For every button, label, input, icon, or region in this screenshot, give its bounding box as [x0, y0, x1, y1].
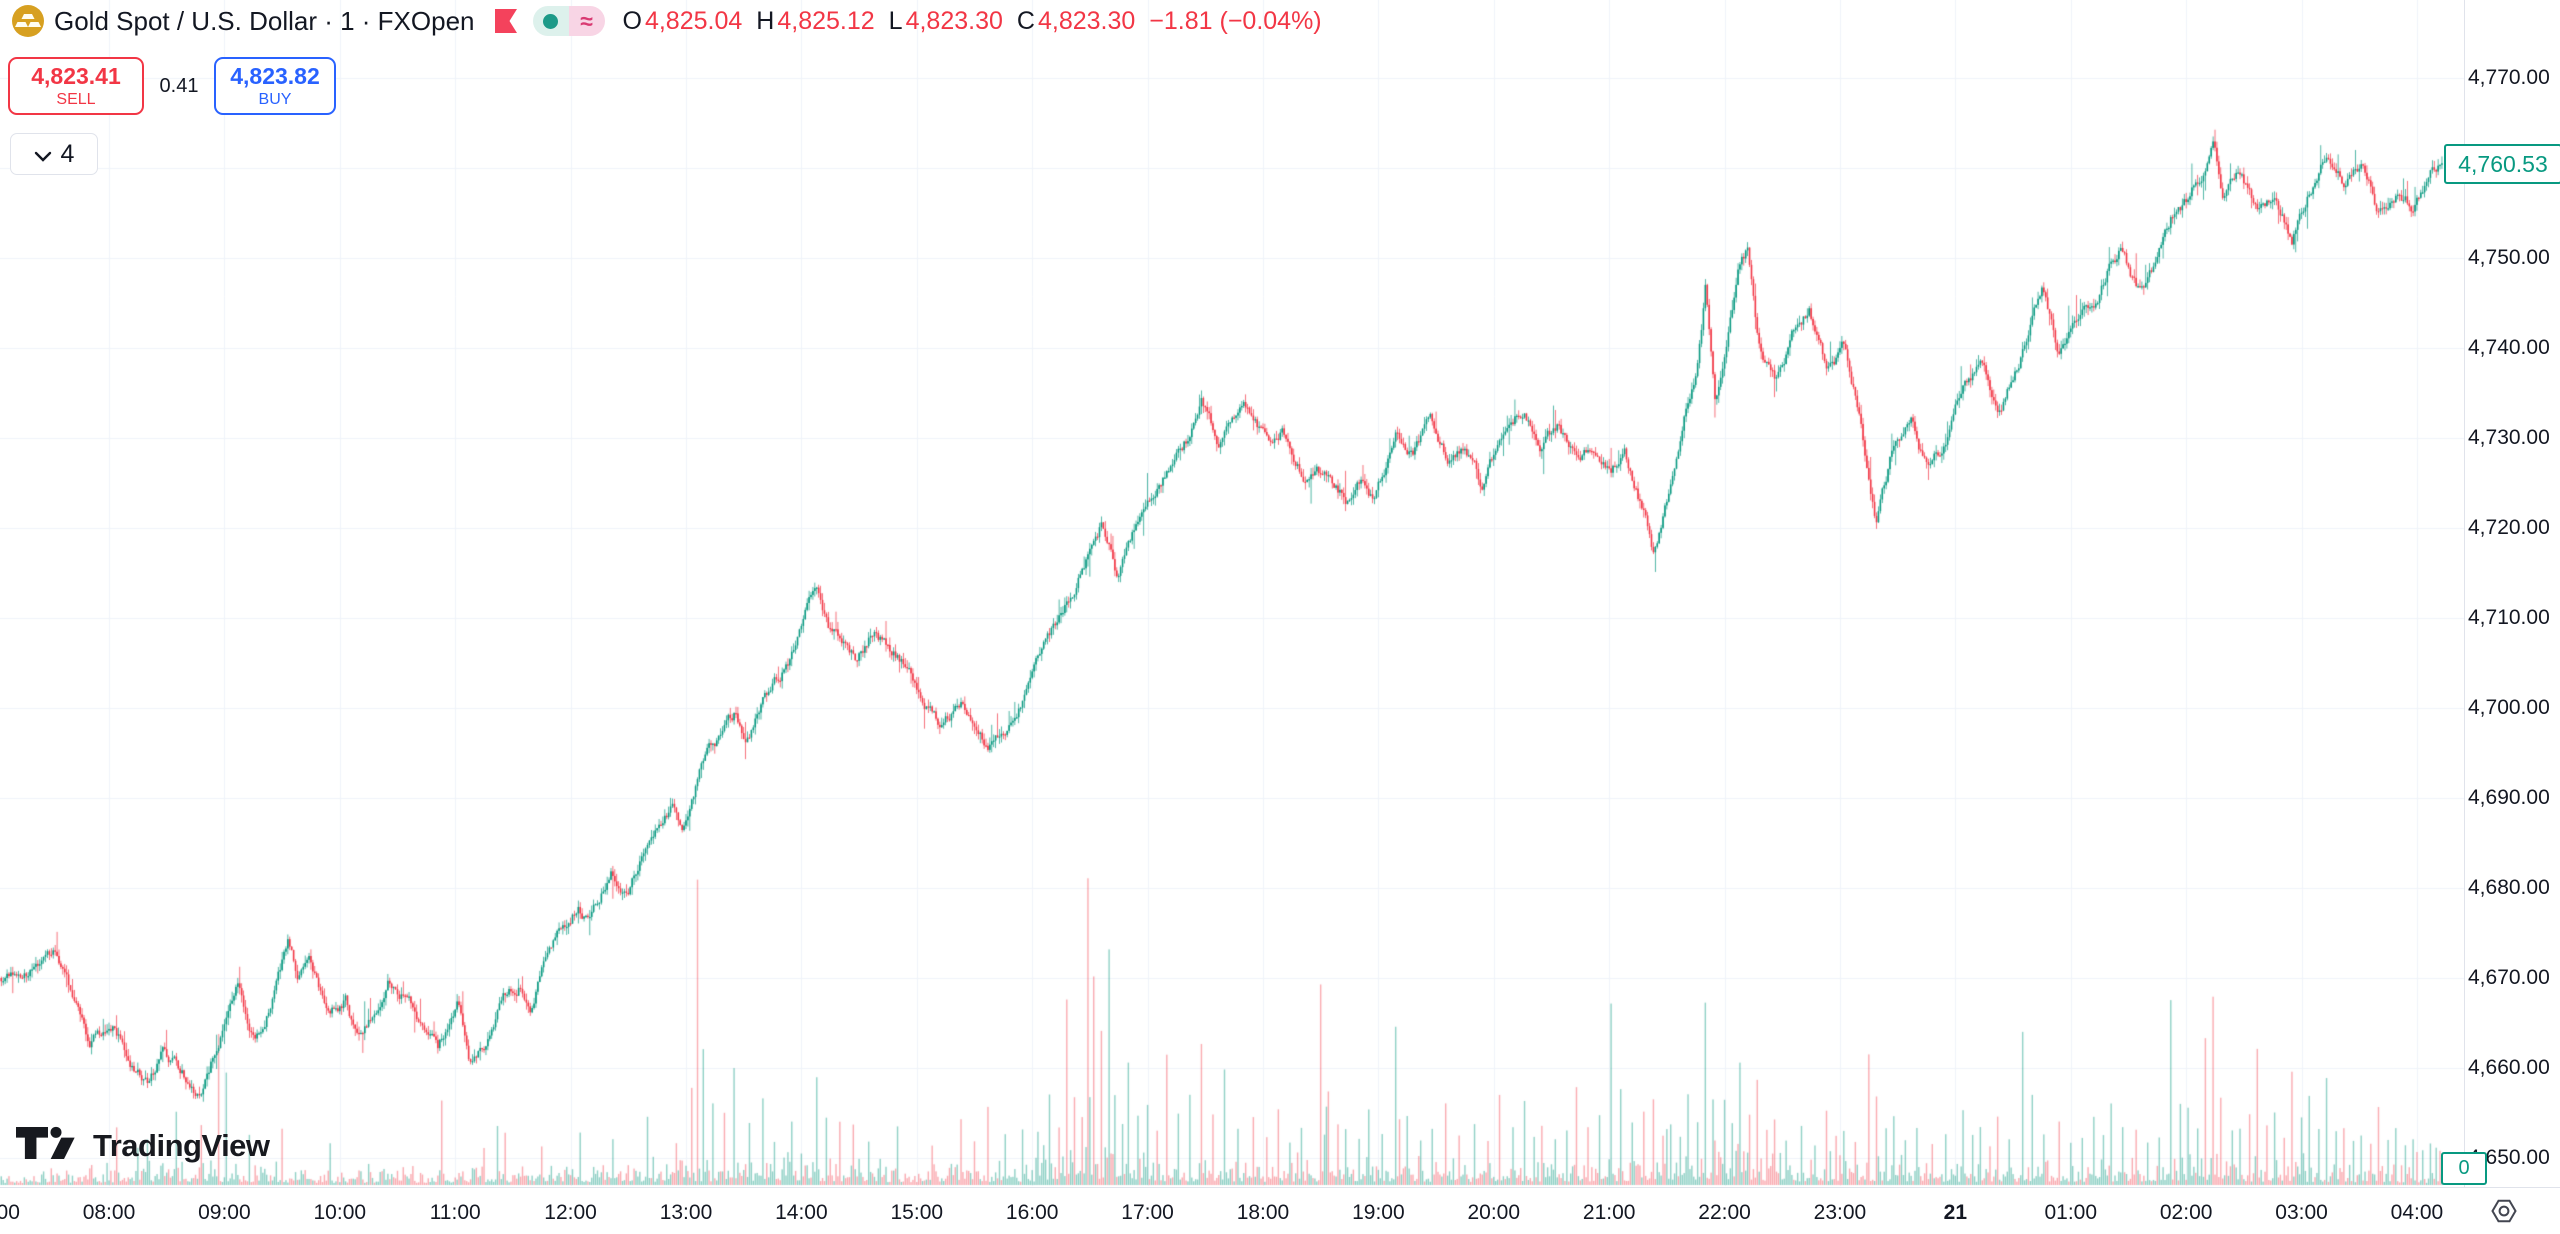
price-tick-label: 4,650.00 [2468, 1146, 2550, 1169]
time-tick-label: 16:00 [1005, 1201, 1059, 1224]
collapsed-count: 4 [60, 139, 75, 168]
time-tick-label: 03:00 [2275, 1201, 2328, 1224]
volume-value-label: 0 [2441, 1152, 2487, 1185]
market-open-dot-icon [532, 6, 569, 36]
price-tick-label: 4,730.00 [2468, 426, 2550, 449]
time-tick-label: 08:00 [82, 1201, 136, 1224]
close-value: 4,823.30 [1037, 6, 1136, 35]
symbol-title[interactable]: Gold Spot / U.S. Dollar · 1 · FXOpen [54, 5, 475, 36]
sell-label: SELL [56, 91, 96, 108]
price-tick-label: 4,720.00 [2468, 516, 2550, 539]
flag-icon[interactable] [493, 8, 519, 34]
time-tick-label: 12:00 [544, 1201, 597, 1224]
high-value: 4,825.12 [777, 6, 875, 35]
buy-price: 4,823.82 [230, 63, 320, 89]
gold-ingots-icon [12, 5, 44, 37]
low-value: 4,823.30 [905, 6, 1003, 35]
close-label: C [1016, 6, 1035, 35]
sell-button[interactable]: 4,823.41 SELL [8, 57, 144, 115]
time-tick-label: 07:00 [0, 1201, 20, 1224]
time-tick-label: 15:00 [890, 1201, 944, 1224]
ohlc-values: O 4,825.04 H 4,825.12 L 4,823.30 C 4,823.30 … [623, 7, 1322, 36]
tradingview-logo-text: TradingView [93, 1127, 270, 1163]
buy-label: BUY [258, 91, 292, 108]
time-tick-label: 10:00 [313, 1201, 367, 1224]
low-label: L [888, 6, 903, 35]
time-tick-label: 23:00 [1813, 1201, 1867, 1224]
time-tick-label: 17:00 [1121, 1201, 1174, 1224]
price-tick-label: 4,740.00 [2468, 336, 2550, 359]
symbol-legend: Gold Spot / U.S. Dollar · 1 · FXOpen ≈ O… [12, 4, 1322, 38]
price-tick-label: 4,680.00 [2468, 876, 2550, 899]
time-tick-label: 01:00 [2044, 1201, 2098, 1224]
delayed-data-icon: ≈ [568, 6, 605, 36]
time-tick-label: 14:00 [775, 1201, 828, 1224]
time-tick-label: 18:00 [1236, 1201, 1290, 1224]
trade-panel: 4,823.41 SELL 0.41 4,823.82 BUY [8, 57, 336, 115]
open-label: O [622, 6, 642, 35]
time-axis[interactable]: 07:00 08:00 09:00 10:00 11:00 12:00 13:00 14:00… [0, 1187, 2560, 1234]
time-tick-label: 11:00 [429, 1201, 481, 1224]
price-tick-label: 4,690.00 [2468, 786, 2550, 809]
time-tick-label: 09:00 [198, 1201, 251, 1224]
price-tick-label: 4,670.00 [2468, 966, 2550, 989]
collapsed-indicators-chip[interactable]: 4 [10, 133, 98, 175]
price-axis[interactable]: 4,760.53 0 4,770.00 4,750.00 4,740.00 4,730… [2441, 0, 2560, 1187]
time-tick-label: 02:00 [2159, 1201, 2213, 1224]
sell-price: 4,823.41 [31, 63, 121, 89]
time-tick-label: 21:00 [1582, 1201, 1636, 1224]
time-tick-label: 19:00 [1352, 1201, 1405, 1224]
gear-icon[interactable] [2489, 1196, 2519, 1226]
price-tick-label: 4,710.00 [2468, 606, 2550, 629]
price-tick-label: 4,660.00 [2468, 1056, 2550, 1079]
market-status-pill[interactable]: ≈ [532, 6, 605, 36]
time-tick-label: 13:00 [659, 1201, 713, 1224]
price-tick-label: 4,750.00 [2468, 246, 2550, 269]
time-tick-label: 20:00 [1467, 1201, 1521, 1224]
time-tick-label: 04:00 [2390, 1201, 2444, 1224]
high-label: H [756, 6, 775, 35]
change-value: −1.81 (−0.04%) [1149, 6, 1322, 35]
price-tick-label: 4,700.00 [2468, 696, 2550, 719]
spread-value: 0.41 [159, 74, 199, 97]
tradingview-logo-icon [16, 1124, 80, 1167]
buy-button[interactable]: 4,823.82 BUY [214, 57, 336, 115]
chevron-down-icon [34, 140, 52, 169]
last-price-label: 4,760.53 [2444, 144, 2560, 185]
tradingview-logo[interactable]: TradingView [16, 1124, 270, 1167]
price-tick-label: 4,770.00 [2468, 66, 2550, 89]
time-tick-label: 21 [1943, 1201, 1968, 1224]
open-value: 4,825.04 [644, 6, 743, 35]
time-tick-label: 22:00 [1698, 1201, 1751, 1224]
